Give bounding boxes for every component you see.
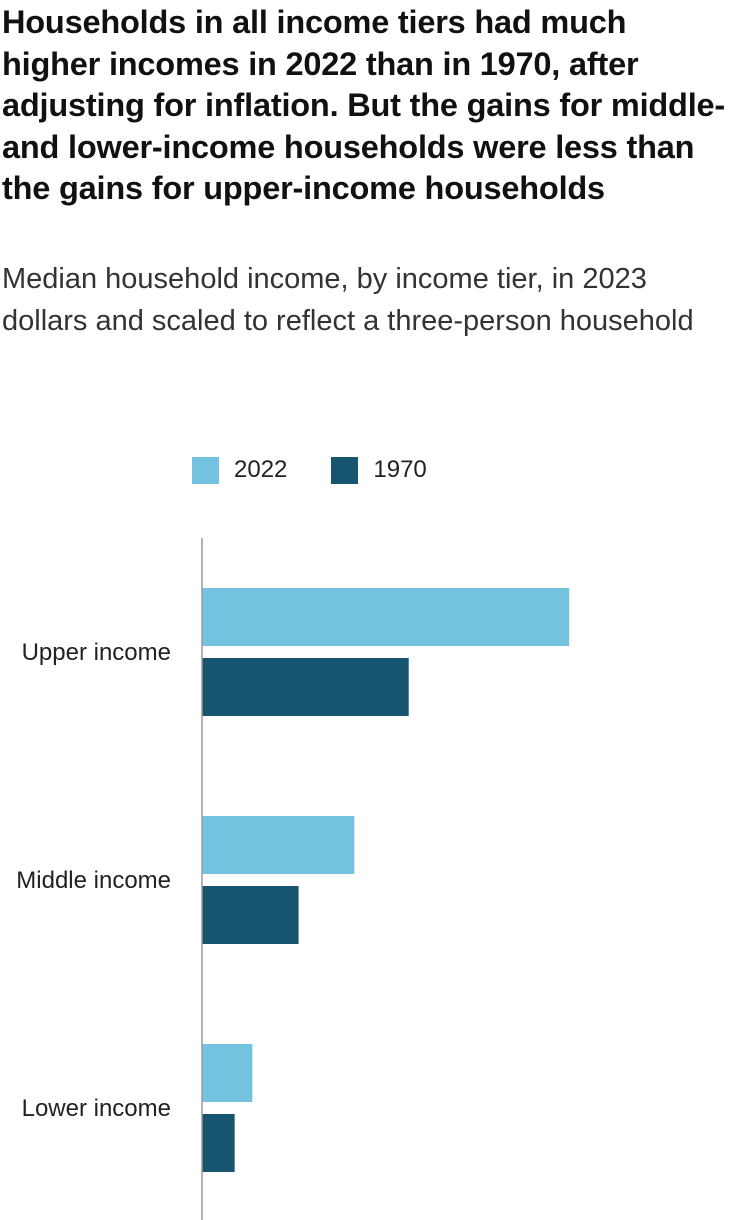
- legend-swatch-2022: [192, 456, 219, 484]
- bar-lower-income-1970: [202, 1114, 235, 1172]
- category-label: Lower income: [22, 1095, 171, 1122]
- bar-lower-income-2022: [202, 1044, 253, 1102]
- legend-swatch-1970: [331, 456, 359, 484]
- bar-upper-income-1970: [202, 658, 409, 716]
- legend-item-1970: 1970: [331, 456, 427, 484]
- legend-label-1970: 1970: [373, 456, 427, 483]
- legend-item-2022: 2022: [192, 456, 287, 484]
- bar-middle-income-2022: [202, 816, 355, 874]
- bar-upper-income-2022: [202, 588, 570, 646]
- chart-subtitle: Median household income, by income tier,…: [2, 263, 694, 337]
- category-label: Upper income: [22, 639, 171, 666]
- legend-label-2022: 2022: [234, 456, 288, 483]
- legend: 2022 1970: [192, 456, 471, 484]
- category-label: Middle income: [16, 867, 171, 894]
- chart-title: Households in all income tiers had much …: [2, 4, 726, 206]
- bar-middle-income-1970: [202, 886, 299, 944]
